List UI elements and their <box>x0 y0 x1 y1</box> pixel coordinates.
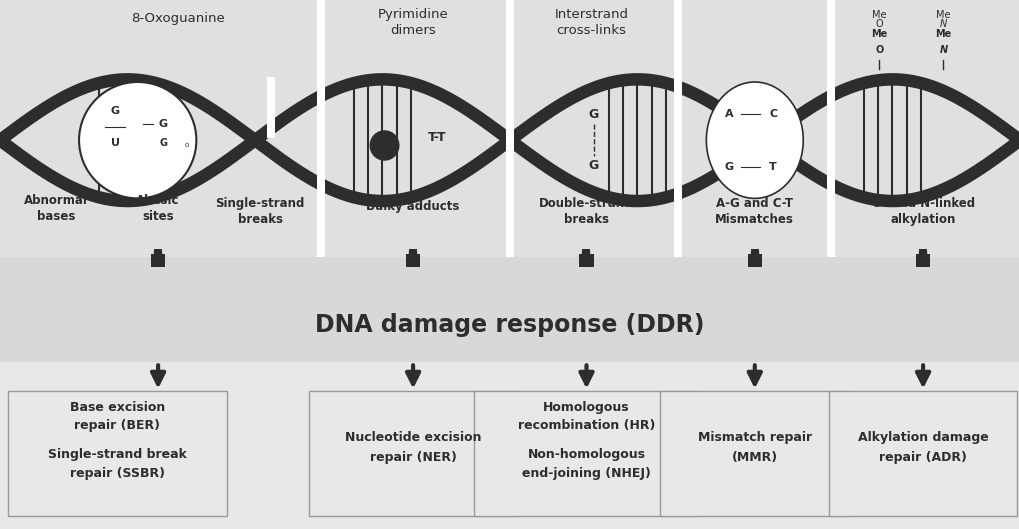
Bar <box>674 0 682 257</box>
Bar <box>151 254 165 267</box>
Bar <box>505 0 514 257</box>
Text: Mismatch repair: Mismatch repair <box>697 431 811 444</box>
Text: DNA damage response (DDR): DNA damage response (DDR) <box>315 313 704 338</box>
Text: repair (ADR): repair (ADR) <box>878 451 966 464</box>
Text: A-G and C-T
Mismatches: A-G and C-T Mismatches <box>714 197 794 226</box>
Text: Me: Me <box>935 10 950 20</box>
Bar <box>826 0 835 257</box>
FancyBboxPatch shape <box>660 391 849 516</box>
Text: G: G <box>725 162 733 171</box>
Ellipse shape <box>370 131 398 160</box>
Text: o: o <box>184 142 189 149</box>
Text: repair (SSBR): repair (SSBR) <box>69 467 165 480</box>
Text: N: N <box>938 19 947 29</box>
Text: 8-Oxoguanine: 8-Oxoguanine <box>131 12 225 25</box>
Bar <box>317 0 325 257</box>
Text: C: C <box>768 109 776 118</box>
Text: Alkylation damage: Alkylation damage <box>857 431 987 444</box>
Bar <box>0 257 1019 362</box>
Text: T-T: T-T <box>428 131 446 144</box>
Text: O- and N-linked
alkylation: O- and N-linked alkylation <box>870 197 974 226</box>
Text: G: G <box>159 138 167 148</box>
Text: repair (NER): repair (NER) <box>369 451 457 464</box>
Text: O: O <box>874 45 882 55</box>
Bar <box>915 254 929 267</box>
Text: Me: Me <box>871 10 886 20</box>
Bar <box>579 254 593 267</box>
Bar <box>747 254 761 267</box>
FancyBboxPatch shape <box>308 391 518 516</box>
Bar <box>317 0 325 257</box>
Bar <box>674 0 682 257</box>
Bar <box>826 0 835 257</box>
Text: U: U <box>111 138 119 148</box>
FancyBboxPatch shape <box>474 391 698 516</box>
Text: Single-strand
breaks: Single-strand breaks <box>215 197 305 226</box>
Text: O: O <box>874 19 882 29</box>
Ellipse shape <box>705 82 803 198</box>
Bar <box>0 0 1019 257</box>
Text: N: N <box>938 45 947 55</box>
Bar <box>505 0 514 257</box>
Bar <box>826 0 835 257</box>
Text: repair (BER): repair (BER) <box>74 419 160 432</box>
Text: Single-strand break: Single-strand break <box>48 449 186 461</box>
Text: Interstrand
cross-links: Interstrand cross-links <box>554 8 628 37</box>
Text: (MMR): (MMR) <box>731 451 777 464</box>
Text: Me: Me <box>934 30 951 39</box>
Text: A: A <box>725 109 733 118</box>
Ellipse shape <box>79 82 197 198</box>
Bar <box>406 254 420 267</box>
Bar <box>674 0 682 257</box>
Text: Non-homologous: Non-homologous <box>527 449 645 461</box>
Text: G: G <box>159 120 167 129</box>
Text: Nucleotide excision: Nucleotide excision <box>344 431 481 444</box>
Text: end-joining (NHEJ): end-joining (NHEJ) <box>522 467 650 480</box>
Bar <box>267 77 275 138</box>
FancyBboxPatch shape <box>8 391 227 516</box>
Text: Bulky adducts: Bulky adducts <box>366 200 460 213</box>
Bar <box>505 0 514 257</box>
Text: Me: Me <box>870 30 887 39</box>
Bar <box>0 362 1019 529</box>
Text: Homologous: Homologous <box>543 401 629 414</box>
FancyBboxPatch shape <box>828 391 1017 516</box>
Text: T: T <box>768 162 776 171</box>
Text: recombination (HR): recombination (HR) <box>518 419 654 432</box>
Text: Pyrimidine
dimers: Pyrimidine dimers <box>377 8 448 37</box>
Text: G: G <box>588 159 598 172</box>
Text: Abnormal
bases: Abnormal bases <box>24 195 88 223</box>
Text: Abasic
sites: Abasic sites <box>137 195 179 223</box>
Text: G: G <box>588 108 598 121</box>
Bar <box>317 0 325 257</box>
Text: Double-strand
breaks: Double-strand breaks <box>539 197 633 226</box>
Text: Base excision: Base excision <box>69 401 165 414</box>
Text: G: G <box>111 106 119 116</box>
